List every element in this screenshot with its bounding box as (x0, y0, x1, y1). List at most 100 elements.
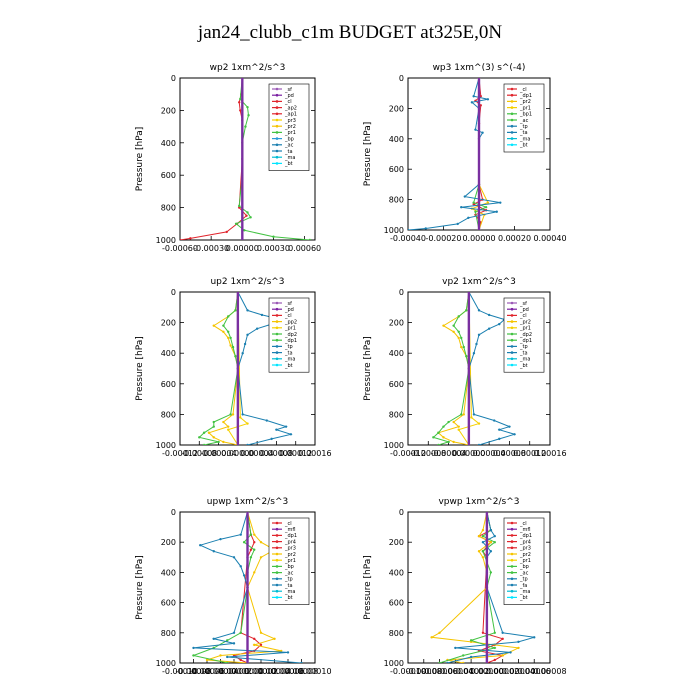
data-point-tp (472, 352, 476, 355)
legend-marker-ac (275, 571, 279, 574)
legend-label-bt: _bt (519, 363, 528, 369)
x-tick-label: -0.00004 (431, 449, 467, 458)
data-point-dp2 (465, 309, 468, 312)
legend-marker-pr2 (275, 552, 279, 556)
y-tick-label: 1000 (156, 659, 176, 668)
legend-marker-ma (275, 357, 279, 361)
data-point-pr1 (477, 422, 481, 425)
data-point-pr2 (452, 330, 455, 333)
data-point-tp (463, 195, 466, 198)
panel-title: up2 1xm^2/s^3 (210, 277, 284, 287)
legend-label-ma: _ma (284, 589, 295, 595)
data-point-tp (275, 428, 278, 431)
x-tick-label: -0.00004 (201, 449, 237, 458)
legend-marker-bp (275, 137, 279, 140)
data-point-pp2 (222, 420, 225, 424)
legend-marker-pr2 (275, 124, 279, 128)
data-point-tp (226, 655, 229, 659)
chart-panel-6: vpwp 1xm^2/s^3 Pressure [hPa] 0 200 400 600 80… (363, 497, 567, 676)
legend-label-ta: _ta (519, 130, 528, 136)
y-tick-label: 200 (389, 104, 404, 113)
data-point-cl (189, 237, 192, 240)
x-tick-label: -0.00010 (390, 667, 426, 676)
legend-marker-cl (275, 314, 279, 317)
x-tick-label: 0.00008 (285, 667, 318, 676)
data-point-dp2 (457, 330, 460, 333)
y-tick-label: 1000 (384, 441, 404, 450)
legend-label-ac: _ac (284, 570, 294, 576)
x-tick-label: -0.00008 (410, 449, 446, 458)
x-tick-label: 0.00004 (502, 667, 535, 676)
data-point-pr2 (481, 528, 485, 532)
panel-title: vpwp 1xm^2/s^3 (438, 497, 519, 507)
legend: _cl_dp1_pr2_pr1_bp1_ac_tp_ta_ma_bt (503, 83, 545, 153)
legend-label-ac: _ac (284, 143, 294, 149)
legend-label-bp: _bp (519, 564, 529, 570)
legend-label-dp1: _dp1 (519, 533, 532, 539)
legend-marker-dp1 (275, 534, 279, 537)
chart-panel-3: up2 1xm^2/s^3 Pressure [hPa] 0 200 400 600 800… (135, 277, 332, 458)
data-point-bp1 (484, 206, 488, 209)
y-tick-label: 1000 (156, 441, 176, 450)
legend-marker-fa (510, 583, 514, 587)
legend-marker-pr1 (510, 326, 514, 330)
legend-marker-bt (510, 143, 514, 147)
data-point-bp (493, 541, 496, 544)
legend-label-dp1: _dp1 (519, 93, 532, 99)
x-tick-label: -0.00002 (216, 667, 252, 676)
data-point-bp (481, 550, 485, 553)
x-tick-label: -0.00006 (189, 667, 225, 676)
y-tick-label: 200 (161, 319, 176, 328)
data-point-dp2 (202, 431, 206, 434)
y-tick-label: 200 (389, 319, 404, 328)
y-axis-label: Pressure [hPa] (135, 555, 145, 620)
panel-title: wp2 1xm^2/s^3 (210, 63, 286, 73)
x-tick-label: -0.00004 (203, 667, 239, 676)
data-point-dp1 (501, 637, 504, 641)
x-tick-label: -0.00040 (390, 234, 426, 243)
data-point-bp (438, 661, 441, 663)
data-point-bp (239, 631, 242, 634)
legend-label-tp: _tp (284, 577, 293, 583)
legend: _sf_pd_cl_ap2_ap1_pr3_pr2_pr1_bp_ac_ta_m… (268, 83, 310, 171)
legend-label-bt: _bt (284, 595, 293, 601)
x-tick-label: 0.00004 (241, 449, 274, 458)
legend-marker-cl (510, 521, 514, 525)
data-point-tp (284, 425, 288, 428)
data-point-bp (253, 548, 256, 551)
data-point-dp2 (234, 355, 237, 358)
legend-marker-ac (275, 143, 279, 147)
data-point-pp2 (212, 436, 215, 439)
legend-marker-ta (510, 131, 514, 134)
data-point-dp1 (259, 643, 263, 647)
data-point-pr2 (219, 654, 222, 657)
data-point-pr2 (253, 533, 256, 536)
y-tick-label: 200 (389, 538, 404, 547)
series-group (198, 292, 293, 445)
data-point-tp (499, 201, 502, 204)
y-tick-label: 1000 (384, 226, 404, 235)
y-tick-label: 400 (389, 349, 404, 358)
legend-label-bp: _bp (284, 136, 294, 142)
legend-marker-pd (275, 307, 279, 311)
legend-marker-pr3 (275, 118, 279, 122)
data-point-pr1 (234, 222, 238, 225)
x-tick-label: 0.00002 (486, 667, 519, 676)
data-point-tp (517, 640, 520, 644)
data-point-dp2 (212, 425, 215, 428)
data-point-cl (245, 214, 248, 217)
data-point-dp2 (460, 413, 463, 416)
series-line-dp2 (432, 292, 470, 445)
data-point-tp (239, 533, 242, 536)
data-point-dp1 (493, 658, 496, 662)
x-tick-label: 0.00020 (498, 234, 531, 243)
data-point-dp2 (234, 309, 237, 312)
legend-label-cl: _cl (284, 99, 292, 105)
x-tick-label: 0.00012 (513, 449, 546, 458)
data-point-tp (199, 544, 202, 547)
data-point-tp (289, 433, 293, 436)
data-point-dp1 (253, 637, 256, 641)
legend-box (503, 517, 545, 605)
data-point-tp (498, 428, 501, 431)
legend: _sf_pd_cl_pp2_pr1_dp2_dp1_tp_ta_ma_bt (268, 297, 310, 373)
